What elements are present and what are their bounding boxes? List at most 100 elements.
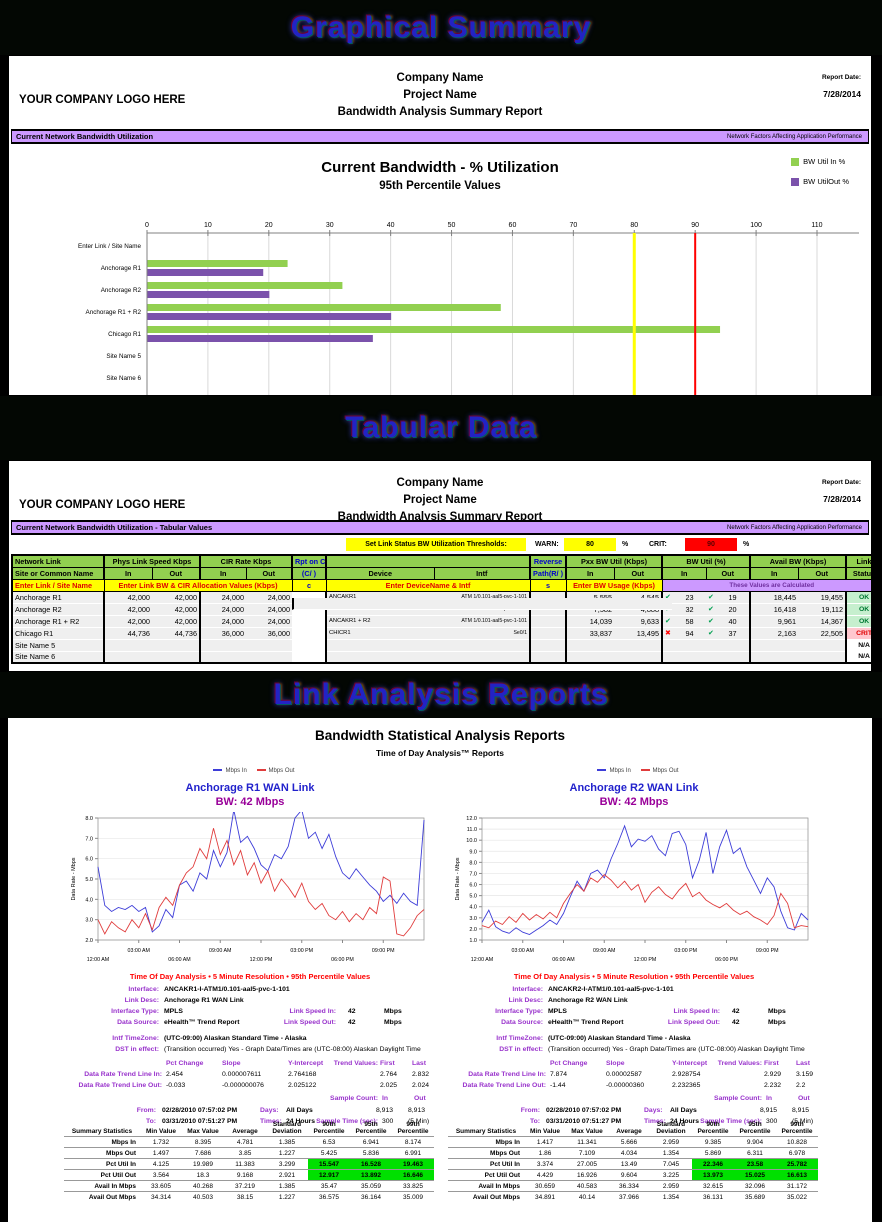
y-tick-label: 7.0 [85, 836, 93, 842]
summary-header: 90th Percentile [313, 1121, 345, 1135]
line-chart-legend: Mbps In Mbps Out [444, 768, 824, 774]
util-in-value: 32 [685, 604, 694, 614]
series-line [97, 812, 425, 933]
y-tick-label: 5.0 [469, 894, 477, 900]
crit-value-field[interactable]: 90 [685, 538, 737, 551]
legend-mbps-in: Mbps In [225, 768, 247, 774]
trend-value: 7.874 [550, 1071, 568, 1078]
warn-value-field[interactable]: 80 [564, 538, 616, 551]
cell-site: Site Name 6 [12, 651, 104, 664]
col-out: Out [245, 566, 293, 580]
banner-right-text: Network Factors Affecting Application Pe… [727, 133, 862, 140]
summary-value: 7.045 [650, 1158, 692, 1170]
summary-row-label: Mbps Out [64, 1147, 140, 1159]
summary-value: 5.869 [692, 1147, 734, 1159]
bar [147, 291, 270, 298]
trend-header: Pct Change [550, 1060, 588, 1067]
trend-row-label: Data Rate Trend Line Out: [78, 1082, 162, 1089]
cell-cir-in: 24,000 [199, 615, 247, 628]
info-label: Interface Type: [495, 1008, 543, 1015]
y-axis-label: Data Rate - Mbps [71, 857, 77, 900]
util-out-value: 20 [728, 604, 737, 614]
summary-statistics-table: Summary Statistics Min Value Max Value Aver… [448, 1120, 818, 1202]
trend-value: 2.832 [412, 1071, 430, 1078]
col-out: Out [613, 566, 663, 580]
bar-category-label: Anchorage R2 [101, 287, 142, 294]
info-value: ANCAKR2-I-ATM1/0.101-aal5-pvc-1-101 [548, 986, 674, 993]
summary-value: 16.528 [350, 1158, 392, 1170]
util-in-value: 23 [685, 592, 694, 602]
summary-row-label: Avail Out Mbps [64, 1191, 140, 1202]
summary-value: 3.564 [140, 1169, 182, 1181]
col-link: Link [845, 554, 871, 568]
threshold-settings-row: Set Link Status BW Utilization Threshold… [11, 538, 869, 552]
y-tick-label: 6.0 [85, 857, 93, 863]
col-out: Out [797, 566, 847, 580]
summary-header: Max Value [571, 1128, 603, 1135]
axis-tick-label: 80 [630, 222, 638, 229]
col-util: BW Util (%) [661, 554, 751, 568]
cell-avail-in [749, 639, 799, 652]
section-banner: Current Network Bandwidth Utilization Ne… [11, 130, 869, 143]
summary-value: 23.58 [734, 1158, 776, 1170]
section-band-tabular: Tabular Data [0, 396, 882, 460]
report-date: 7/28/2014 [823, 89, 861, 99]
cell-site: Chicago R1 [12, 627, 104, 640]
summary-value: 4.781 [224, 1136, 266, 1148]
summary-value: 19.989 [182, 1158, 224, 1170]
summary-value: 12.917 [308, 1169, 350, 1181]
x-tick-label: 06:00 PM [331, 957, 354, 963]
sample-col: Out [414, 1095, 426, 1102]
cell-avail-out: 14,367 [798, 615, 847, 628]
summary-value: 40.503 [182, 1191, 224, 1202]
x-tick-label: 12:00 AM [87, 957, 109, 963]
col-reverse: Reverse [529, 554, 567, 568]
info-unit: Mbps [384, 1019, 402, 1026]
summary-row: Mbps Out 1.86 7.109 4.034 1.354 5.869 6.311 6.9… [448, 1147, 818, 1159]
summary-value: 3.225 [650, 1169, 692, 1181]
cell-util-in: ✔32 [661, 603, 707, 616]
cell-device: ANCAKR1 + R2 [325, 615, 435, 628]
x-tick-label: 06:00 AM [552, 957, 574, 963]
entry-site: Enter Link / Site Name [11, 578, 105, 592]
summary-value: 10.828 [776, 1136, 818, 1148]
col-avail: Avail BW (Kbps) [749, 554, 847, 568]
report-anchorage-r1: Mbps In Mbps Out Anchorage R1 WAN Link B… [60, 762, 440, 1218]
summary-value: 36.575 [308, 1191, 350, 1202]
summary-value: 9.604 [608, 1169, 650, 1181]
mbps-out-dash-icon [640, 768, 650, 771]
page-header: YOUR COMPANY LOGO HERE Company Name Proj… [9, 461, 871, 533]
chart-caption: Time Of Day Analysis • 5 Minute Resoluti… [513, 972, 755, 981]
axis-tick-label: 110 [811, 222, 822, 229]
report-date-block: Report Date: 7/28/2014 [822, 479, 861, 504]
legend-label-in: BW Util In % [803, 157, 846, 166]
summary-value: 6.991 [392, 1147, 434, 1159]
info-value: 42 [732, 1008, 740, 1015]
x-tick-label: 06:00 PM [715, 957, 738, 963]
summary-value: 1.732 [140, 1136, 182, 1148]
cell-rpt [292, 598, 673, 610]
cell-phys-out: 42,000 [152, 615, 201, 628]
legend-swatch-in-icon [791, 157, 800, 166]
y-tick-label: 2.0 [85, 938, 93, 944]
x-tick-label: 03:00 AM [512, 948, 534, 954]
page-tabular-data: YOUR COMPANY LOGO HERE Company Name Proj… [8, 460, 872, 672]
from-label: From: [520, 1107, 540, 1114]
cell-cir-out [246, 651, 293, 664]
cell-pbw-out [614, 651, 663, 664]
trend-value: 2.2 [796, 1082, 806, 1089]
from-value: 02/28/2010 07:57:02 PM [546, 1107, 622, 1114]
trend-value: 2.025122 [288, 1082, 317, 1089]
summary-value: 1.354 [650, 1147, 692, 1159]
company-name: Company Name [396, 477, 484, 489]
bar [147, 260, 288, 267]
check-icon: ✔ [708, 594, 714, 601]
info-label: Data Source: [501, 1019, 543, 1026]
summary-row: Avail In Mbps 30.659 40.583 36.334 2.959 32.6… [448, 1180, 818, 1192]
check-icon: ✔ [708, 606, 714, 613]
info-label: Link Speed In: [673, 1008, 720, 1015]
summary-value: 22.346 [692, 1158, 734, 1170]
crit-pct: % [743, 541, 750, 548]
summary-row: Pct Util Out 3.564 18.3 9.168 2.921 12.917 13.… [64, 1169, 434, 1181]
summary-value: 2.959 [650, 1180, 692, 1192]
